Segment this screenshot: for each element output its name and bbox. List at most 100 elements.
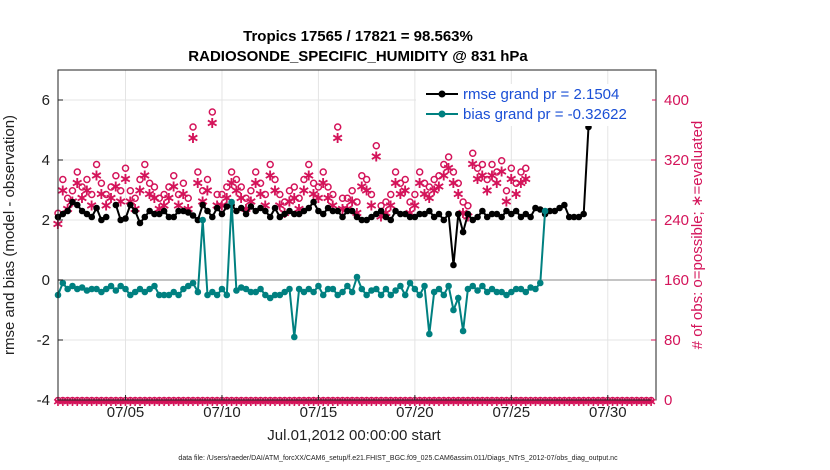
obs-possible-point	[141, 160, 149, 169]
obs-evaluated-zero-point: ∗	[168, 393, 180, 409]
rmse-point	[329, 207, 337, 215]
obs-evaluated-point: ∗	[157, 197, 170, 214]
rmse-point	[189, 212, 197, 219]
obs-evaluated-zero-point: ∗	[313, 393, 325, 409]
obs-evaluated-zero-point: ∗	[332, 393, 344, 409]
obs-possible-point	[276, 190, 284, 199]
obs-evaluated-zero-point: ∗	[197, 393, 209, 409]
obs-evaluated-zero-point: ∗	[250, 393, 262, 409]
obs-possible-point	[218, 190, 226, 199]
right-y-tick-label: 0	[664, 392, 672, 409]
rmse-point	[213, 204, 221, 212]
obs-evaluated-point: ∗	[514, 175, 527, 192]
rmse-point	[377, 207, 385, 215]
obs-evaluated-zero-point: ∗	[530, 393, 542, 409]
obs-evaluated-zero-point: ∗	[390, 393, 402, 409]
bias-point	[141, 288, 149, 296]
obs-evaluated-zero-point: ∗	[361, 393, 373, 409]
obs-possible-point	[174, 190, 183, 199]
obs-possible-point	[362, 175, 371, 184]
obs-evaluated-zero-point: ∗	[525, 393, 537, 409]
obs-evaluated-zero-point: ∗	[327, 393, 339, 409]
obs-evaluated-zero-point: ∗	[144, 393, 156, 409]
rmse-point	[580, 210, 587, 218]
obs-evaluated-point: ∗	[307, 186, 320, 203]
rmse-point	[517, 213, 525, 221]
obs-evaluated-zero-point: ∗	[303, 393, 315, 409]
obs-evaluated-zero-point: ∗	[539, 393, 551, 409]
obs-evaluated-point: ∗	[495, 164, 508, 181]
rmse-point	[136, 219, 144, 227]
obs-possible-point	[440, 160, 448, 169]
x-axis-label: Jul.01,2012 00:00:00 start	[267, 427, 441, 444]
obs-evaluated-zero-point: ∗	[520, 393, 532, 409]
rmse-point	[310, 198, 317, 206]
obs-evaluated-zero-point: ∗	[510, 393, 522, 409]
right-y-tick-label: 160	[664, 272, 689, 289]
obs-evaluated-zero-point: ∗	[636, 393, 648, 409]
obs-possible-point	[251, 168, 260, 176]
obs-possible-point	[502, 187, 511, 195]
rmse-point	[233, 207, 240, 215]
obs-evaluated-zero-point: ∗	[621, 393, 633, 409]
obs-evaluated-zero-point: ∗	[370, 393, 382, 409]
bias-point	[536, 279, 544, 287]
obs-possible-point	[266, 160, 274, 169]
rmse-point	[141, 213, 149, 221]
obs-evaluated-point: ∗	[481, 182, 494, 199]
obs-evaluated-point: ∗	[249, 175, 262, 192]
obs-evaluated-point: ∗	[423, 190, 436, 207]
obs-evaluated-zero-point: ∗	[375, 393, 387, 409]
obs-possible-point	[150, 183, 159, 191]
bias-point	[194, 288, 202, 296]
obs-evaluated-zero-point: ∗	[124, 393, 136, 409]
obs-evaluated-point: ∗	[505, 171, 518, 188]
obs-possible-point	[116, 187, 125, 195]
bias-point	[117, 282, 124, 290]
obs-possible-point	[165, 183, 173, 191]
obs-possible-point	[353, 198, 361, 206]
left-y-axis-label: rmse and bias (model - observation)	[1, 115, 18, 355]
obs-possible-point	[179, 179, 188, 187]
obs-possible-point	[324, 183, 332, 191]
rmse-point	[508, 210, 515, 218]
obs-possible-point	[473, 164, 482, 172]
rmse-point	[556, 204, 563, 212]
rmse-point	[88, 213, 96, 221]
obs-evaluated-zero-point: ∗	[366, 393, 378, 409]
bias-point	[180, 285, 187, 293]
obs-evaluated-zero-point: ∗	[640, 393, 652, 409]
obs-evaluated-zero-point: ∗	[235, 393, 247, 409]
bias-point	[392, 287, 399, 294]
bias-point	[98, 288, 105, 296]
bias-point	[353, 273, 361, 281]
bias-point	[257, 285, 264, 293]
rmse-point	[440, 216, 448, 224]
obs-evaluated-point: ∗	[109, 179, 122, 196]
legend-box	[416, 84, 652, 126]
obs-possible-point	[430, 175, 438, 184]
obs-evaluated-zero-point: ∗	[308, 393, 320, 409]
left-y-tick-label: -2	[37, 332, 50, 349]
obs-evaluated-point: ∗	[177, 186, 190, 203]
left-y-tick-label: 2	[42, 212, 50, 229]
bias-point	[435, 285, 443, 293]
rmse-point	[131, 207, 139, 215]
obs-evaluated-zero-point: ∗	[255, 393, 267, 409]
rmse-point	[353, 213, 361, 221]
rmse-point	[184, 209, 192, 216]
bias-point	[445, 282, 452, 290]
rmse-point	[459, 228, 467, 236]
obs-possible-point	[415, 168, 424, 176]
obs-evaluated-zero-point: ∗	[105, 393, 117, 409]
obs-evaluated-point: ∗	[509, 186, 522, 203]
obs-evaluated-zero-point: ∗	[573, 393, 585, 409]
obs-evaluated-point: ∗	[138, 167, 151, 184]
obs-evaluated-point: ∗	[148, 190, 161, 207]
obs-evaluated-point: ∗	[442, 160, 455, 177]
bias-point	[426, 330, 433, 338]
obs-possible-point	[194, 168, 202, 176]
rmse-point	[334, 207, 342, 215]
obs-possible-point	[73, 168, 82, 176]
bias-point	[184, 282, 192, 290]
